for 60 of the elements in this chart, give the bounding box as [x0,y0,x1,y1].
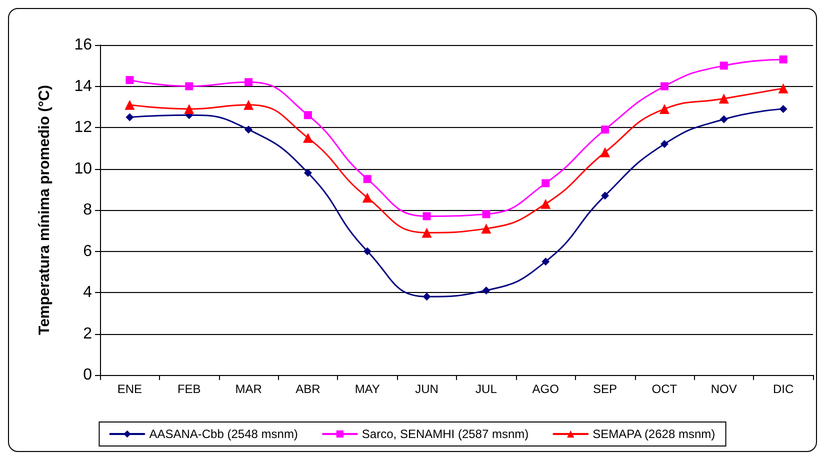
point [363,247,372,256]
y-tick-label: 8 [83,202,92,218]
point [482,210,490,218]
y-tick-label: 14 [74,78,92,95]
x-tick-label: OCT [652,382,678,396]
x-tick-label: JUL [476,382,498,396]
point [660,140,668,148]
point [184,104,194,114]
legend-label: SEMAPA (2628 msnm) [592,427,716,441]
y-tick-label: 6 [83,242,92,260]
point [244,100,254,110]
x-tick-label: SEP [593,382,618,396]
point [126,113,134,122]
point [600,147,610,158]
point [244,126,253,134]
point [302,132,313,143]
point [363,175,372,184]
point [720,62,728,70]
legend-label: Sarco, SENAMHI (2587 msnm) [362,427,529,441]
x-tick-label: ABR [296,382,321,396]
y-tick-label: 10 [74,160,92,178]
point [422,292,431,301]
point [660,82,668,90]
x-tick-label: FEB [177,382,201,396]
y-tick-label: 16 [74,36,92,54]
point [542,179,550,188]
point [779,104,788,113]
point [542,258,550,266]
point [304,168,312,177]
point [601,126,610,134]
point [362,192,372,203]
point [126,76,134,84]
point [779,55,788,64]
point [540,198,551,209]
point [185,82,194,90]
point [601,192,610,200]
point [124,100,135,110]
point [659,104,670,114]
x-tick-label: AGO [532,382,559,396]
x-tick-label: JUN [415,382,438,396]
x-tick-label: MAY [354,382,380,396]
point [720,115,728,124]
y-tick-label: 2 [83,325,92,342]
point [482,286,490,294]
y-tick-label: 4 [83,284,92,301]
point [718,94,729,104]
y-axis-title: Temperatura mínima promedio (°C) [36,85,53,335]
point [422,228,432,238]
point [778,83,788,94]
point [304,111,312,120]
x-tick-label: ENE [117,382,142,396]
x-tick-label: MAR [235,382,262,396]
x-tick-label: NOV [710,382,737,396]
y-tick-label: 0 [83,366,92,384]
x-tick-label: DIC [772,382,794,396]
point [244,78,253,86]
legend-label: AASANA-Cbb (2548 msnm) [149,427,298,441]
point [481,224,492,234]
point [422,212,431,220]
y-tick-label: 12 [74,119,92,136]
